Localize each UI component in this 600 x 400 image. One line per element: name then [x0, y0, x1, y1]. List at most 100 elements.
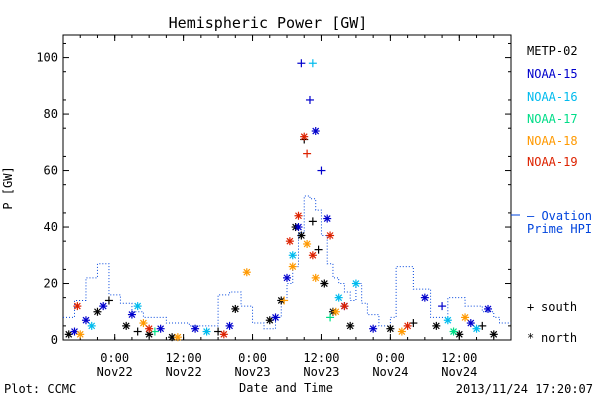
satellite-legend: METP-02 NOAA-15 NOAA-16 NOAA-17 NOAA-18 …: [527, 44, 578, 169]
marker-stroke: [467, 319, 475, 327]
data-point-north: [122, 321, 131, 330]
data-point-north: [133, 302, 142, 311]
legend-metp-02: METP-02: [527, 44, 578, 58]
legend-noaa-15: NOAA-15: [527, 67, 578, 81]
data-point-north: [81, 316, 90, 325]
marker-stroke: [71, 328, 78, 335]
x-tick-time-label: 12:00: [303, 351, 339, 365]
marker-legend-north-symbol: *: [527, 331, 534, 345]
data-point-north: [320, 279, 329, 288]
marker-stroke: [473, 325, 480, 333]
ovation-legend-line2: Prime HPI: [527, 222, 592, 236]
x-tick-date-label: Nov24: [441, 365, 477, 379]
ovation-line-layer: [63, 195, 511, 330]
data-point-north: [294, 211, 303, 220]
marker-stroke: [484, 305, 492, 313]
marker-stroke: [335, 294, 343, 302]
data-point-south: [133, 327, 142, 336]
data-point-north: [369, 324, 378, 333]
data-point-north: [76, 330, 85, 339]
data-point-south: [303, 149, 312, 158]
x-tick-time-label: 0:00: [238, 351, 267, 365]
marker-stroke: [432, 322, 440, 330]
data-point-north: [334, 293, 343, 302]
data-point-north: [271, 313, 280, 322]
data-point-north: [219, 330, 228, 339]
marker-stroke: [444, 316, 452, 324]
marker-stroke: [312, 274, 320, 282]
marker-stroke: [323, 215, 331, 222]
data-point-south: [326, 313, 335, 322]
data-point-north: [308, 251, 317, 260]
marker-stroke: [369, 325, 377, 333]
data-point-north: [127, 310, 136, 319]
y-tick-label: 80: [44, 107, 58, 121]
marker-stroke: [283, 274, 291, 282]
data-point-north: [449, 327, 458, 336]
data-point-south: [438, 302, 447, 311]
marker-stroke: [226, 322, 233, 330]
data-point-north: [311, 273, 320, 282]
marker-stroke: [82, 316, 90, 324]
marker-stroke: [332, 308, 340, 316]
x-tick-date-label: Nov23: [234, 365, 270, 379]
x-tick-time-label: 0:00: [100, 351, 129, 365]
data-point-north: [397, 327, 406, 336]
marker-stroke: [122, 322, 130, 330]
data-point-north: [202, 327, 211, 336]
data-point-south: [104, 296, 113, 305]
data-point-north: [461, 313, 470, 322]
marker-stroke: [326, 232, 334, 239]
x-tick-time-label: 0:00: [376, 351, 405, 365]
marker-stroke: [303, 240, 311, 248]
marker-legend: + south * north: [527, 300, 577, 345]
data-point-south: [317, 166, 326, 175]
data-point-north: [283, 273, 291, 282]
data-point-south: [314, 245, 323, 254]
data-point-north: [139, 319, 148, 328]
chart-title: Hemispheric Power [GW]: [169, 14, 368, 32]
y-tick-label: 0: [51, 333, 58, 347]
marker-stroke: [450, 328, 457, 335]
x-tick-date-label: Nov22: [97, 365, 133, 379]
data-point-north: [288, 251, 297, 260]
data-point-north: [472, 324, 481, 333]
data-point-north: [311, 127, 320, 136]
marker-stroke: [174, 333, 182, 341]
data-point-south: [280, 296, 289, 305]
marker-stroke: [295, 212, 302, 220]
legend-noaa-16: NOAA-16: [527, 90, 578, 104]
marker-stroke: [88, 322, 96, 330]
marker-stroke: [145, 330, 153, 338]
data-point-north: [466, 319, 475, 328]
data-point-north: [285, 237, 294, 246]
marker-stroke: [312, 127, 320, 135]
data-point-north: [420, 293, 429, 302]
data-point-north: [191, 324, 200, 333]
marker-stroke: [272, 313, 279, 321]
marker-stroke: [461, 313, 469, 321]
x-tick-date-label: Nov22: [166, 365, 202, 379]
data-point-north: [403, 321, 412, 330]
marker-stroke: [94, 308, 101, 316]
y-tick-label: 20: [44, 277, 58, 291]
x-axis-label: Date and Time: [239, 381, 333, 395]
marker-stroke: [320, 280, 328, 287]
data-point-south: [305, 95, 314, 104]
data-point-north: [297, 231, 306, 240]
ovation-step-line: [63, 195, 511, 330]
data-point-north: [340, 302, 349, 311]
plot-credit: Plot: CCMC: [4, 382, 76, 396]
data-point-north: [225, 321, 234, 330]
marker-stroke: [341, 302, 348, 310]
marker-stroke: [134, 302, 142, 310]
data-point-north: [145, 324, 154, 333]
marker-stroke: [191, 325, 199, 333]
x-axis: 0:00Nov2212:00Nov220:00Nov2312:00Nov230:…: [62, 35, 512, 379]
marker-stroke: [65, 330, 73, 338]
y-tick-label: 100: [36, 51, 58, 65]
marker-stroke: [295, 223, 302, 231]
y-axis-label: P [GW]: [1, 166, 15, 209]
